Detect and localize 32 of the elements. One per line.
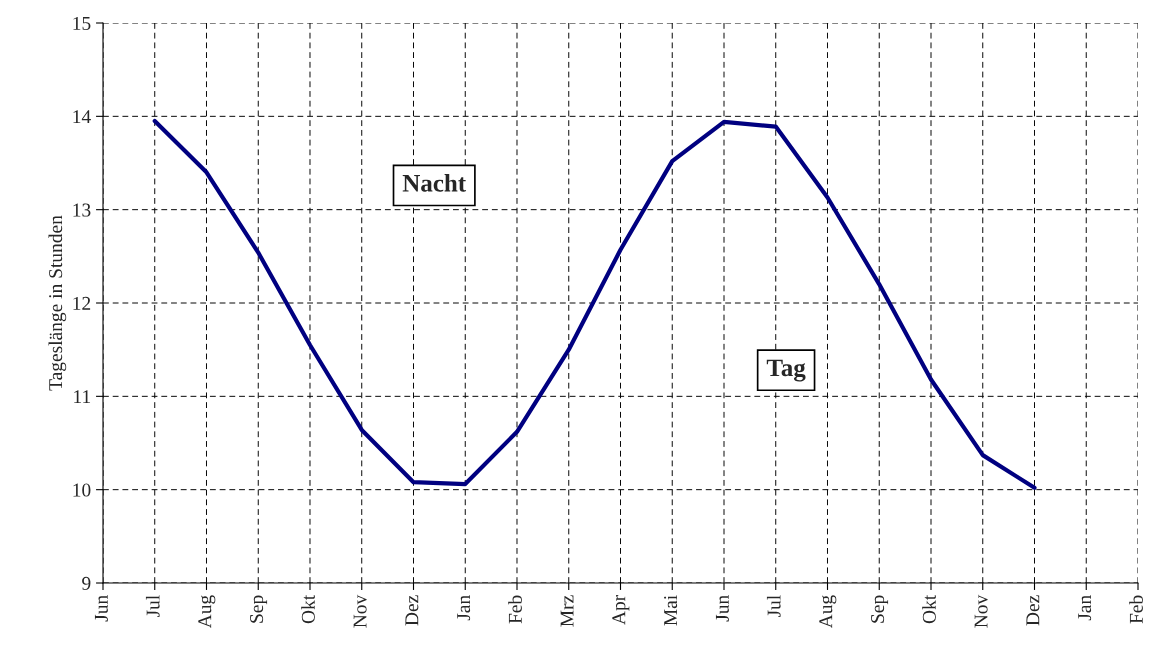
x-tick-label: Nov — [353, 594, 367, 628]
x-tick-label: Feb — [508, 595, 522, 624]
y-axis-title: Tageslänge in Stunden — [48, 215, 67, 391]
x-tick-label: Jul — [766, 595, 781, 618]
x-tick-label: Feb — [1129, 595, 1143, 624]
y-tick-label: 13 — [73, 203, 91, 217]
line-series — [152, 118, 1037, 490]
x-tick-label: Okt — [301, 594, 315, 624]
x-tick-label: Mrz — [560, 595, 574, 627]
y-tick-label: 10 — [73, 483, 91, 497]
x-tick-label: Jun — [715, 595, 729, 622]
x-tick-label: Jul — [145, 595, 160, 618]
y-tick-label: 14 — [73, 110, 91, 124]
x-tick-label: Dez — [405, 595, 419, 626]
annotation: Nacht — [402, 174, 467, 192]
x-tick-label: Sep — [250, 595, 268, 623]
y-tick-label: 9 — [82, 576, 91, 590]
y-tick-label: 12 — [73, 296, 91, 310]
x-tick-label: Dez — [1026, 595, 1040, 626]
x-tick-label: Aug — [819, 595, 837, 629]
y-tick-label: 11 — [74, 390, 91, 404]
x-tick-label: Mai — [664, 595, 678, 626]
x-tick-label: Aug — [198, 595, 216, 629]
x-tick-label: Jun — [94, 595, 108, 622]
x-tick-label: Apr — [612, 594, 630, 625]
x-tick-label: Nov — [974, 594, 988, 628]
x-tick-label: Jan — [457, 595, 471, 621]
x-tick-label: Jan — [1078, 595, 1092, 621]
x-tick-label: Okt — [922, 594, 936, 624]
x-tick-label: Sep — [871, 595, 889, 623]
y-tick-label: 15 — [73, 16, 91, 30]
annotation: Tag — [766, 359, 806, 382]
